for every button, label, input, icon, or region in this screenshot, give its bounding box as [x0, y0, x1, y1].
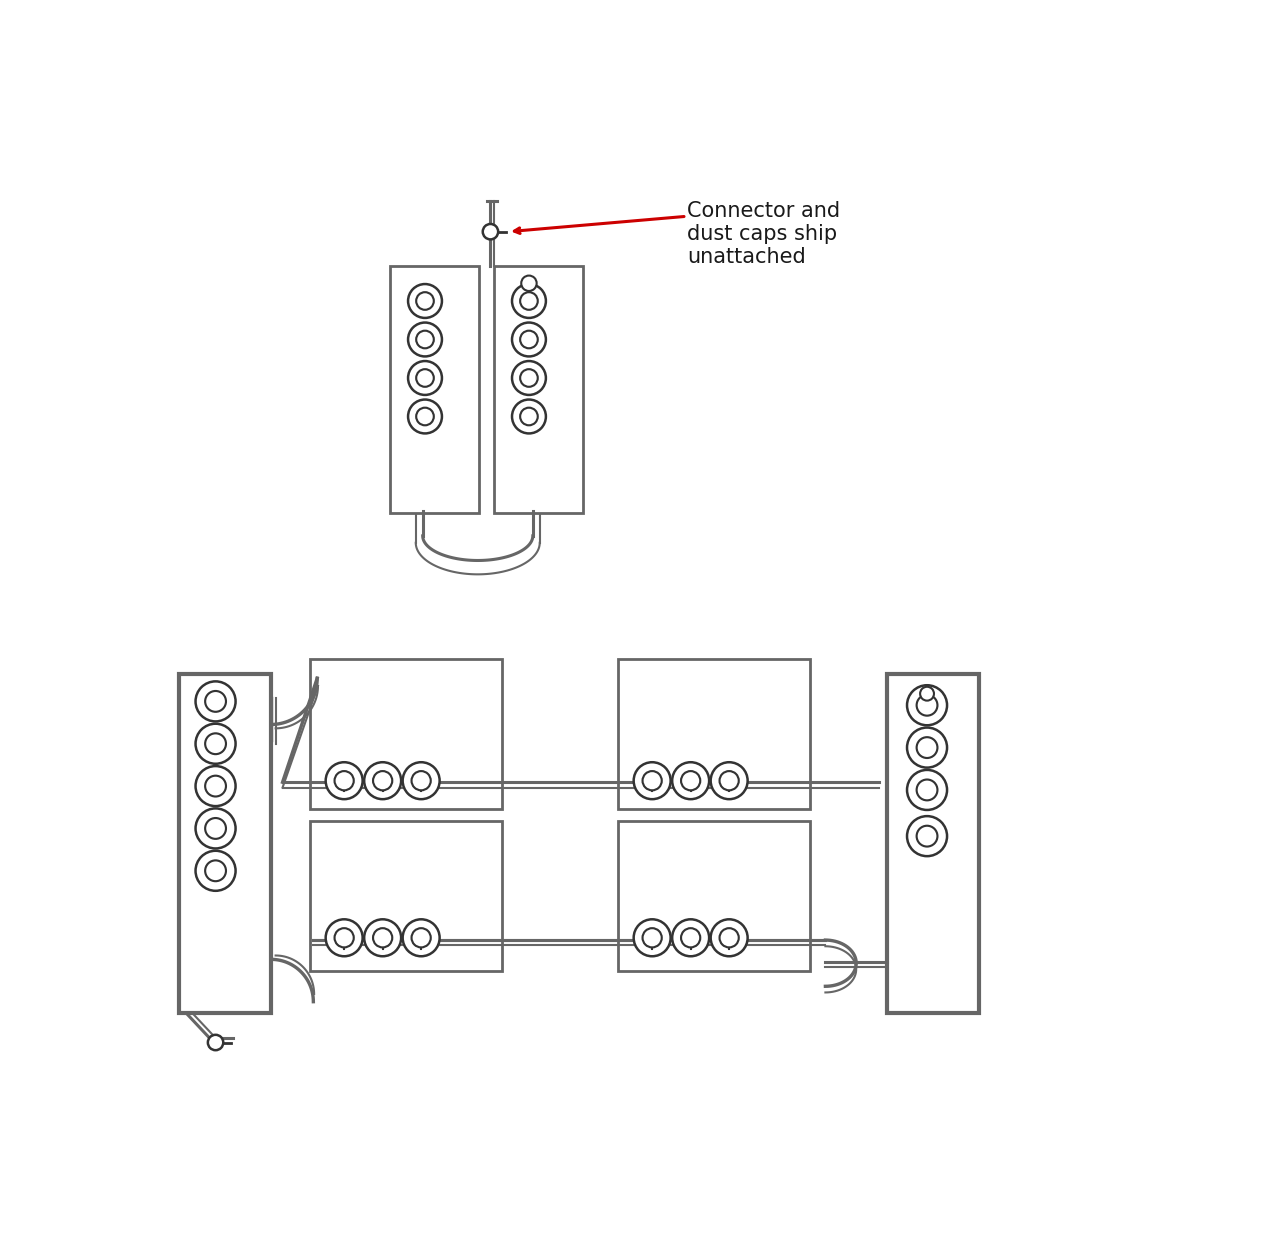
Circle shape [372, 928, 392, 948]
Circle shape [634, 762, 671, 799]
Circle shape [916, 826, 937, 846]
Bar [390, 266, 479, 513]
Circle shape [520, 292, 538, 309]
Circle shape [325, 919, 362, 957]
Circle shape [681, 928, 700, 948]
Bar [310, 659, 502, 810]
Circle shape [719, 771, 739, 791]
Circle shape [334, 928, 353, 948]
Bar [310, 821, 502, 970]
Circle shape [672, 762, 709, 799]
Circle shape [681, 771, 700, 791]
Circle shape [908, 728, 947, 768]
Circle shape [205, 691, 227, 711]
Circle shape [920, 686, 934, 700]
Circle shape [408, 323, 442, 357]
Circle shape [916, 779, 937, 801]
Bar [887, 675, 979, 1013]
Circle shape [325, 762, 362, 799]
Circle shape [207, 1035, 223, 1050]
Circle shape [196, 724, 236, 764]
Circle shape [710, 919, 748, 957]
Circle shape [483, 224, 498, 239]
Circle shape [372, 771, 392, 791]
Circle shape [403, 919, 439, 957]
Circle shape [908, 816, 947, 856]
Circle shape [520, 407, 538, 425]
Circle shape [908, 685, 947, 725]
Circle shape [408, 361, 442, 395]
Circle shape [520, 370, 538, 387]
Circle shape [412, 928, 431, 948]
Circle shape [196, 851, 236, 891]
Circle shape [416, 292, 434, 309]
Circle shape [416, 407, 434, 425]
Circle shape [365, 762, 401, 799]
Circle shape [719, 928, 739, 948]
Bar [179, 675, 271, 1013]
Circle shape [408, 400, 442, 434]
Circle shape [196, 681, 236, 722]
Circle shape [205, 776, 227, 797]
Circle shape [643, 771, 662, 791]
Circle shape [916, 695, 937, 715]
Circle shape [512, 400, 545, 434]
Circle shape [672, 919, 709, 957]
Circle shape [196, 766, 236, 806]
Circle shape [512, 323, 545, 357]
Circle shape [205, 860, 227, 881]
Circle shape [412, 771, 431, 791]
Circle shape [521, 275, 536, 290]
Circle shape [334, 771, 353, 791]
Circle shape [365, 919, 401, 957]
Text: Connector and
dust caps ship
unattached: Connector and dust caps ship unattached [687, 201, 840, 268]
Circle shape [908, 771, 947, 810]
Circle shape [634, 919, 671, 957]
Circle shape [643, 928, 662, 948]
Circle shape [416, 331, 434, 348]
Circle shape [408, 284, 442, 318]
Bar [617, 659, 810, 810]
Circle shape [512, 361, 545, 395]
Bar [617, 821, 810, 970]
Circle shape [416, 370, 434, 387]
Circle shape [196, 808, 236, 848]
Circle shape [512, 284, 545, 318]
Circle shape [205, 733, 227, 754]
Circle shape [916, 737, 937, 758]
Circle shape [520, 331, 538, 348]
Circle shape [710, 762, 748, 799]
Circle shape [205, 818, 227, 838]
Circle shape [403, 762, 439, 799]
Bar [494, 266, 582, 513]
